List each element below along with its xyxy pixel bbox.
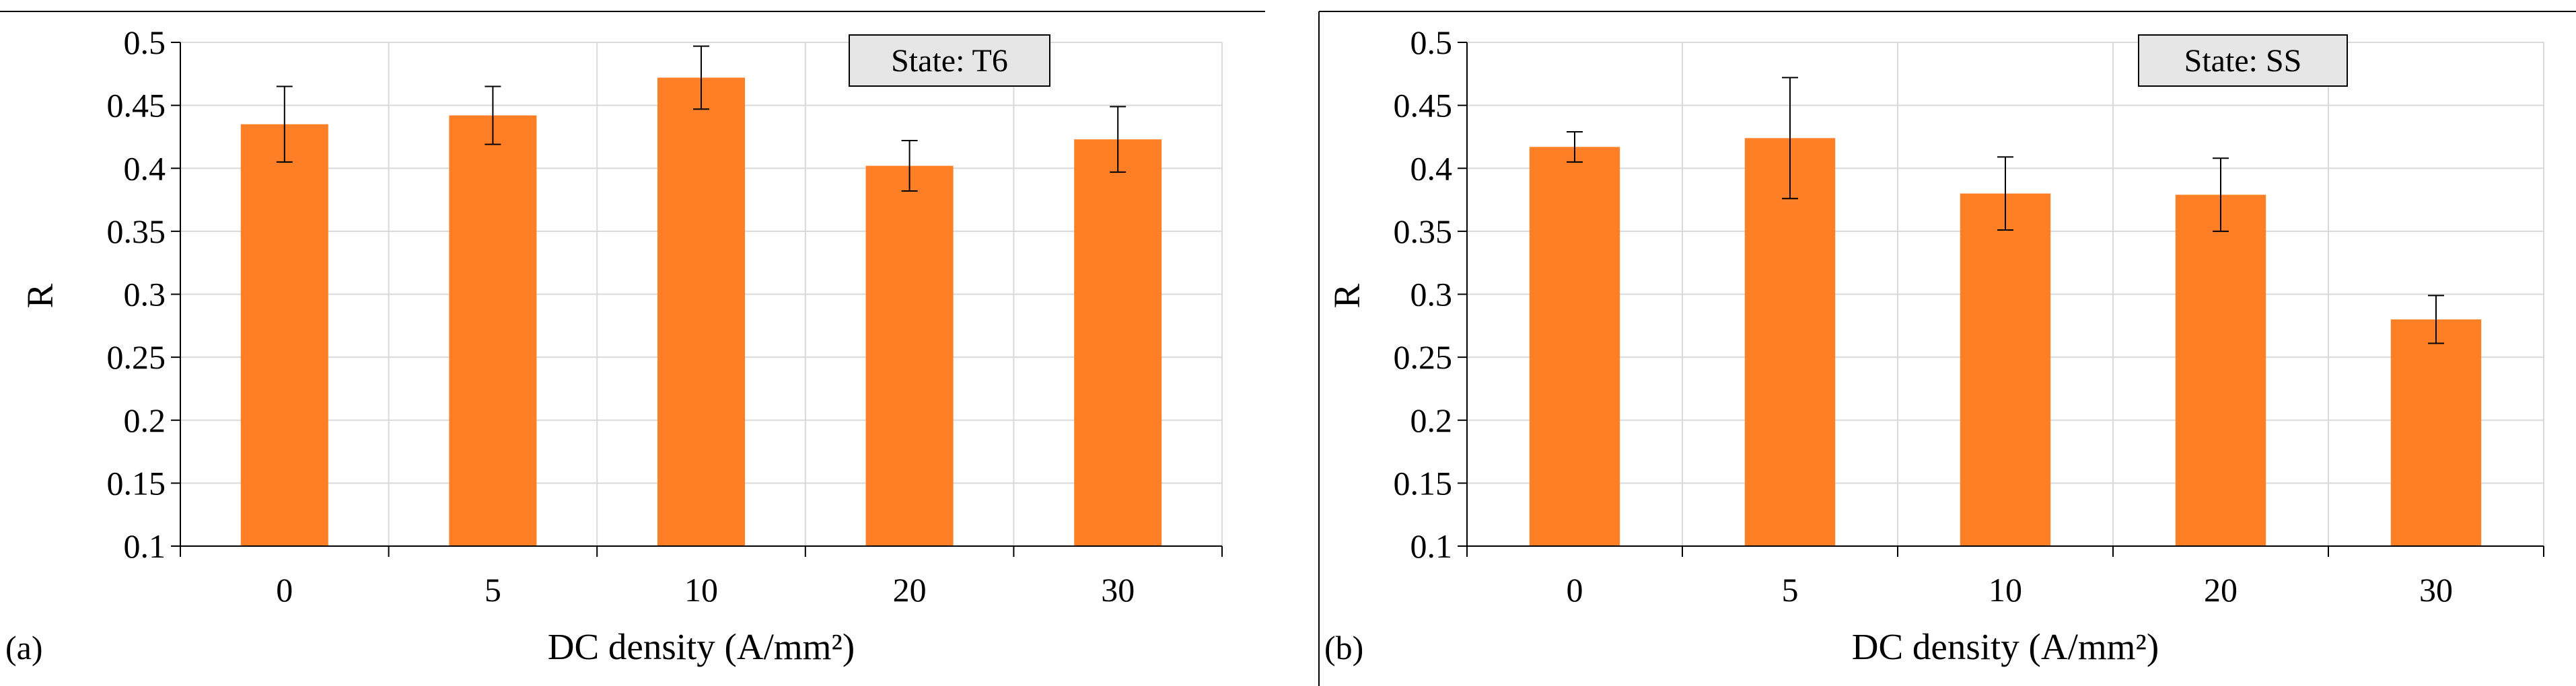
x-tick-labels: 0 5 10 20 30 bbox=[180, 546, 1223, 609]
y-tick-label: 0.3 bbox=[124, 276, 166, 313]
y-tick-label: 0.5 bbox=[124, 24, 166, 61]
y-tick-label: 0.5 bbox=[1410, 24, 1453, 61]
error-bars bbox=[1567, 77, 2444, 344]
state-annotation: State: SS bbox=[2184, 43, 2302, 79]
x-tick-label: 5 bbox=[1782, 571, 1799, 609]
bar-series bbox=[240, 77, 1162, 547]
x-tick-label: 0 bbox=[1567, 571, 1583, 609]
state-annotation-box bbox=[2138, 34, 2348, 87]
x-tick-label: 20 bbox=[2204, 571, 2238, 609]
y-tick-label: 0.45 bbox=[107, 87, 166, 124]
bar-10 bbox=[1960, 193, 2051, 546]
y-tick-label: 0.3 bbox=[1410, 276, 1453, 313]
bar-30 bbox=[2390, 319, 2482, 546]
bar-5 bbox=[449, 115, 537, 547]
chart-panel-b: 0.1 0.15 0.2 0.25 0.3 0.35 0.4 0.45 0.5 0 5 10 20 30… bbox=[1324, 24, 2544, 667]
y-tick-label: 0.35 bbox=[107, 213, 166, 250]
y-tick-labels: 0.1 0.15 0.2 0.25 0.3 0.35 0.4 0.45 0.5 bbox=[1394, 24, 1467, 565]
y-tick-label: 0.2 bbox=[1410, 402, 1453, 439]
state-annotation-box bbox=[849, 34, 1050, 87]
y-tick-label: 0.15 bbox=[1394, 464, 1453, 502]
y-tick-label: 0.35 bbox=[1394, 213, 1453, 250]
x-tick-labels: 0 5 10 20 30 bbox=[1466, 546, 2544, 609]
y-axis-title: R bbox=[1326, 283, 1367, 308]
chart-panel-a: 0.1 0.15 0.2 0.25 0.3 0.35 0.4 0.45 0.5 0 5 10 20 30… bbox=[5, 24, 1223, 667]
state-annotation: State: T6 bbox=[891, 43, 1008, 79]
y-tick-label: 0.25 bbox=[107, 338, 166, 376]
bar-series bbox=[1529, 138, 2482, 547]
x-tick-label: 30 bbox=[2419, 571, 2453, 609]
x-tick-label: 0 bbox=[276, 571, 293, 609]
x-axis-title: DC density (A/mm²) bbox=[548, 626, 855, 667]
y-tick-label: 0.15 bbox=[107, 464, 166, 502]
bar-20 bbox=[865, 165, 954, 546]
bar-0 bbox=[1529, 147, 1620, 547]
bar-5 bbox=[1744, 138, 1836, 546]
x-tick-label: 5 bbox=[485, 571, 501, 609]
bar-30 bbox=[1074, 139, 1162, 546]
panel-label: (a) bbox=[5, 629, 43, 666]
y-axis-title: R bbox=[20, 283, 61, 308]
x-tick-label: 30 bbox=[1101, 571, 1135, 609]
x-tick-label: 10 bbox=[1989, 571, 2022, 609]
panel-label: (b) bbox=[1324, 629, 1363, 666]
error-bars bbox=[276, 45, 1126, 192]
bar-0 bbox=[240, 124, 328, 546]
x-tick-label: 10 bbox=[684, 571, 718, 609]
y-tick-label: 0.1 bbox=[1410, 527, 1453, 565]
y-tick-label: 0.2 bbox=[124, 402, 166, 439]
bar-20 bbox=[2175, 194, 2266, 546]
y-tick-label: 0.25 bbox=[1394, 338, 1453, 376]
x-axis-title: DC density (A/mm²) bbox=[1852, 626, 2159, 667]
bar-10 bbox=[657, 77, 746, 547]
y-tick-label: 0.1 bbox=[124, 527, 166, 565]
y-tick-label: 0.4 bbox=[1410, 149, 1453, 187]
y-tick-labels: 0.1 0.15 0.2 0.25 0.3 0.35 0.4 0.45 0.5 bbox=[107, 24, 180, 565]
y-tick-label: 0.45 bbox=[1394, 87, 1453, 124]
x-tick-label: 20 bbox=[893, 571, 927, 609]
y-tick-label: 0.4 bbox=[124, 149, 166, 187]
